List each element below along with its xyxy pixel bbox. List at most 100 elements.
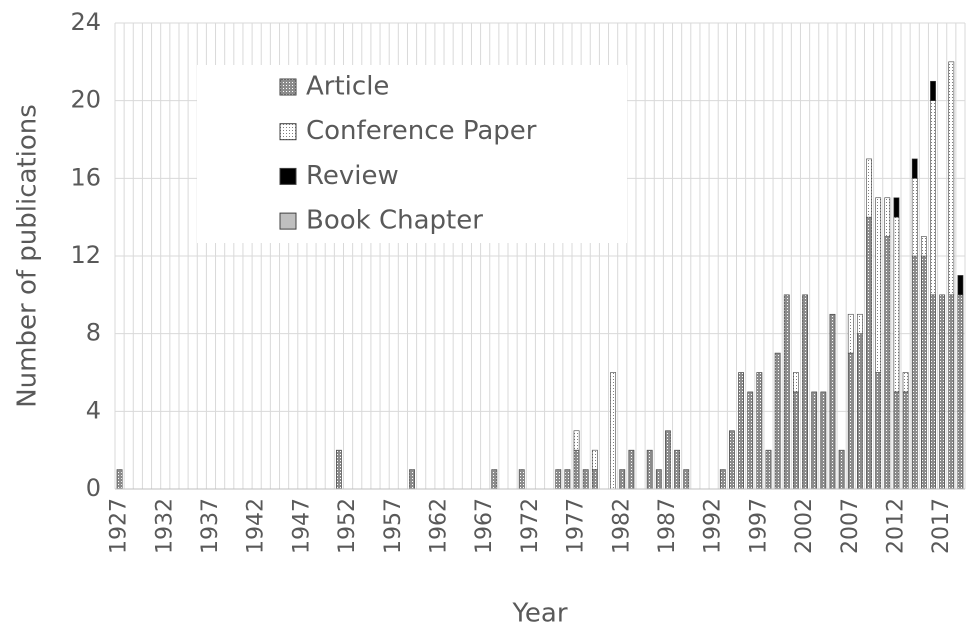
- bar-segment: [793, 391, 799, 490]
- bar-segment: [610, 372, 617, 490]
- bar-segment: [573, 430, 580, 451]
- legend-label: Conference Paper: [306, 116, 537, 146]
- x-tick-label: 1927: [107, 498, 132, 554]
- bar-segment: [902, 372, 909, 393]
- x-tick-label: 1972: [518, 498, 543, 554]
- bar-segment: [948, 61, 955, 296]
- x-tick-label: 2002: [792, 498, 817, 554]
- x-tick-label: 2017: [929, 498, 954, 554]
- bar-segment: [793, 372, 799, 393]
- bar-segment: [847, 352, 854, 490]
- x-tick-label: 2012: [883, 498, 908, 554]
- x-tick-label: 1962: [426, 498, 451, 554]
- bar-segment: [856, 333, 863, 490]
- legend-swatch: [279, 78, 297, 96]
- bar-segment: [729, 430, 735, 490]
- bar-segment: [875, 372, 882, 490]
- y-tick-label: 24: [70, 8, 101, 36]
- bar-segment: [555, 469, 562, 490]
- bar-segment: [939, 294, 946, 490]
- bars: [116, 61, 964, 490]
- bar-segment: [902, 391, 909, 490]
- bar-segment: [628, 449, 635, 490]
- x-tick-label: 1937: [198, 498, 223, 554]
- x-tick-label: 2007: [838, 498, 863, 554]
- y-tick-label: 8: [86, 319, 101, 347]
- x-tick-label: 1952: [335, 498, 360, 554]
- bar-segment: [747, 391, 754, 490]
- legend-swatch: [279, 212, 297, 230]
- bar-segment: [920, 236, 927, 257]
- bar-segment: [866, 158, 872, 218]
- y-tick-label: 20: [70, 86, 101, 114]
- bar-segment: [564, 469, 571, 490]
- y-axis-label: Number of publications: [13, 104, 43, 408]
- x-tick-label: 1967: [472, 498, 497, 554]
- bar-segment: [847, 313, 854, 354]
- x-tick-label: 1982: [609, 498, 634, 554]
- x-tick-label: 1977: [564, 498, 589, 554]
- y-tick-label: 16: [70, 163, 101, 191]
- bar-segment: [920, 255, 927, 490]
- bar-segment: [582, 469, 589, 490]
- bar-segment: [838, 449, 845, 490]
- bar-segment: [683, 469, 690, 490]
- bar-segment: [875, 197, 882, 373]
- y-tick-label: 4: [86, 396, 101, 424]
- bar-segment: [619, 469, 626, 490]
- bar-segment: [738, 372, 744, 490]
- bar-segment: [591, 449, 598, 470]
- bar-segment: [820, 391, 827, 490]
- bar-segment: [893, 197, 900, 218]
- x-tick-label: 1942: [244, 498, 269, 554]
- bar-segment: [774, 352, 781, 490]
- bar-segment: [518, 469, 525, 490]
- bar-segment: [116, 469, 123, 490]
- bar-segment: [893, 391, 900, 490]
- bar-segment: [756, 372, 763, 490]
- bar-segment: [957, 275, 964, 296]
- bar-segment: [930, 294, 936, 490]
- bar-segment: [674, 449, 680, 490]
- x-tick-label: 1992: [701, 498, 726, 554]
- bar-segment: [655, 469, 662, 490]
- bar-segment: [646, 449, 653, 490]
- bar-segment: [829, 313, 836, 490]
- legend-swatch: [279, 167, 297, 185]
- y-tick-label: 0: [86, 474, 101, 502]
- bar-segment: [811, 391, 818, 490]
- bar-segment: [409, 469, 415, 490]
- bar-segment: [893, 216, 900, 393]
- legend-label: Review: [306, 161, 399, 191]
- bar-segment: [930, 80, 936, 101]
- y-tick-label: 12: [70, 241, 101, 269]
- bar-segment: [802, 294, 808, 490]
- x-axis-label: Year: [511, 599, 567, 629]
- x-tick-label: 1957: [381, 498, 406, 554]
- legend-label: Article: [306, 72, 389, 102]
- legend-swatch: [279, 123, 297, 141]
- bar-segment: [884, 236, 891, 490]
- bar-segment: [957, 294, 964, 490]
- bar-segment: [866, 216, 872, 490]
- bar-segment: [336, 449, 342, 490]
- bar-segment: [765, 449, 772, 490]
- bar-segment: [491, 469, 498, 490]
- bar-segment: [911, 255, 918, 490]
- x-tick-label: 1997: [746, 498, 771, 554]
- x-tick-label: 1947: [289, 498, 314, 554]
- legend: Article Conference Paper Review Book Chapte…: [197, 65, 627, 243]
- bar-segment: [884, 197, 891, 237]
- bar-segment: [911, 178, 918, 257]
- x-tick-label: 1987: [655, 498, 680, 554]
- x-tick-label: 1932: [152, 498, 177, 554]
- bar-segment: [911, 158, 918, 179]
- bar-segment: [783, 294, 790, 490]
- bar-segment: [948, 294, 955, 490]
- bar-segment: [573, 449, 580, 490]
- bar-segment: [856, 313, 863, 334]
- legend-box: [197, 65, 627, 243]
- bar-segment: [591, 469, 598, 490]
- bar-segment: [665, 430, 671, 490]
